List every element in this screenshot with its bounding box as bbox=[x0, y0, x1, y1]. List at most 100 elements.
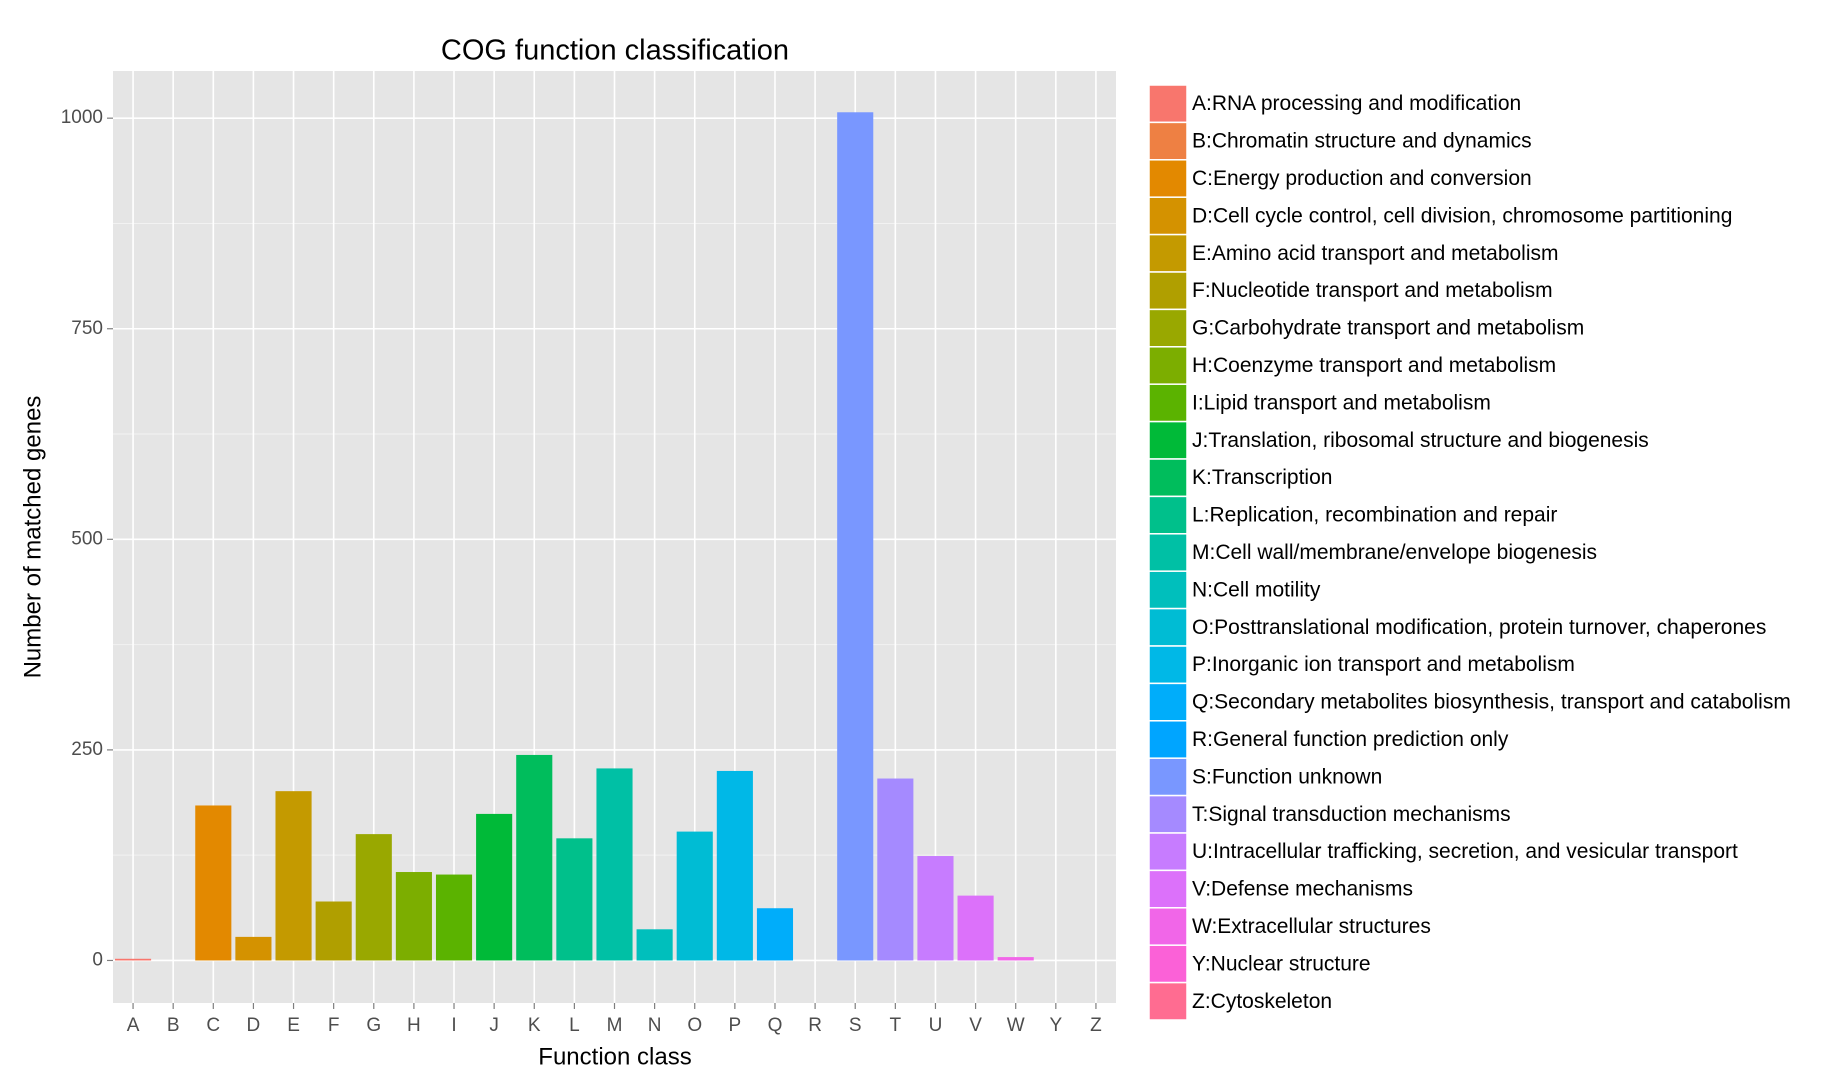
legend-swatch bbox=[1148, 570, 1188, 610]
x-tick-label: Z bbox=[1090, 1015, 1102, 1036]
legend-label: M:Cell wall/membrane/envelope biogenesis bbox=[1192, 541, 1597, 564]
legend-label: H:Coenzyme transport and metabolism bbox=[1192, 354, 1556, 377]
legend-swatch bbox=[1148, 869, 1188, 909]
bar bbox=[596, 768, 633, 961]
x-axis-label: Function class bbox=[538, 1043, 691, 1070]
x-tick-label: Y bbox=[1049, 1015, 1062, 1036]
legend-label: I:Lipid transport and metabolism bbox=[1192, 391, 1491, 414]
x-tick-label: E bbox=[287, 1015, 300, 1036]
legend-swatch bbox=[1148, 645, 1188, 685]
y-tick-label: 500 bbox=[71, 528, 103, 549]
x-tick-label: P bbox=[729, 1015, 742, 1036]
legend-label: O:Posttranslational modification, protei… bbox=[1192, 616, 1766, 639]
legend-label: B:Chromatin structure and dynamics bbox=[1192, 130, 1532, 153]
bar bbox=[716, 770, 753, 961]
bar bbox=[556, 838, 593, 961]
x-tick-label: R bbox=[808, 1015, 822, 1036]
x-tick-label: N bbox=[648, 1015, 662, 1036]
bar bbox=[957, 895, 994, 961]
legend-swatch bbox=[1148, 607, 1188, 647]
legend-swatch bbox=[1148, 495, 1188, 535]
legend-label: R:General function prediction only bbox=[1192, 728, 1509, 751]
x-tick-label: V bbox=[969, 1015, 982, 1036]
legend-label: G:Carbohydrate transport and metabolism bbox=[1192, 317, 1584, 340]
bar bbox=[877, 778, 914, 961]
bar bbox=[516, 754, 553, 961]
legend-swatch bbox=[1148, 981, 1188, 1021]
y-tick-label: 250 bbox=[71, 739, 103, 760]
legend-swatch bbox=[1148, 832, 1188, 872]
bar bbox=[235, 936, 272, 961]
chart-title: COG function classification bbox=[441, 35, 789, 67]
legend-swatch bbox=[1148, 682, 1188, 722]
y-tick-label: 0 bbox=[92, 949, 103, 970]
x-tick-label: A bbox=[127, 1015, 140, 1036]
legend-swatch bbox=[1148, 533, 1188, 572]
bar bbox=[115, 958, 152, 961]
x-tick-label: W bbox=[1007, 1015, 1025, 1036]
legend-swatch bbox=[1148, 346, 1188, 385]
legend-label: Y:Nuclear structure bbox=[1192, 952, 1371, 975]
x-tick-label: H bbox=[407, 1015, 421, 1036]
bar bbox=[676, 831, 713, 961]
x-tick-label: B bbox=[167, 1015, 180, 1036]
legend-swatch bbox=[1148, 458, 1188, 498]
legend-swatch bbox=[1148, 794, 1188, 834]
y-tick-label: 750 bbox=[71, 318, 103, 339]
y-tick-label: 1000 bbox=[61, 107, 103, 128]
legend-label: V:Defense mechanisms bbox=[1192, 878, 1413, 901]
x-tick-label: J bbox=[489, 1015, 499, 1036]
x-tick-label: K bbox=[528, 1015, 541, 1036]
bar bbox=[636, 929, 673, 961]
legend-label: S:Function unknown bbox=[1192, 765, 1382, 788]
x-tick-label: L bbox=[569, 1015, 580, 1036]
bar bbox=[315, 901, 352, 961]
x-tick-label: I bbox=[451, 1015, 456, 1036]
legend-swatch bbox=[1148, 907, 1188, 946]
x-tick-label: G bbox=[366, 1015, 381, 1036]
legend-label: T:Signal transduction mechanisms bbox=[1192, 803, 1511, 826]
x-tick-label: O bbox=[687, 1015, 702, 1036]
legend-label: J:Translation, ribosomal structure and b… bbox=[1192, 429, 1649, 452]
legend-swatch bbox=[1148, 121, 1188, 161]
bar bbox=[997, 957, 1034, 961]
legend-label: K:Transcription bbox=[1192, 466, 1332, 489]
legend-swatch bbox=[1148, 271, 1188, 311]
legend-label: A:RNA processing and modification bbox=[1192, 92, 1521, 115]
legend-label: Z:Cytoskeleton bbox=[1192, 990, 1332, 1013]
y-axis-label: Number of matched genes bbox=[19, 396, 46, 679]
legend-label: E:Amino acid transport and metabolism bbox=[1192, 242, 1559, 265]
bar bbox=[355, 834, 392, 961]
legend-label: D:Cell cycle control, cell division, chr… bbox=[1192, 204, 1732, 227]
x-tick-label: Q bbox=[768, 1015, 783, 1036]
x-tick-label: U bbox=[929, 1015, 943, 1036]
bar bbox=[275, 791, 312, 961]
legend-label: W:Extracellular structures bbox=[1192, 915, 1431, 938]
bar bbox=[917, 856, 954, 961]
legend-label: F:Nucleotide transport and metabolism bbox=[1192, 279, 1553, 302]
legend-swatch bbox=[1148, 383, 1188, 423]
x-tick-label: C bbox=[206, 1015, 220, 1036]
legend-label: Q:Secondary metabolites biosynthesis, tr… bbox=[1192, 691, 1791, 714]
legend-swatch bbox=[1148, 944, 1188, 984]
legend-swatch bbox=[1148, 159, 1188, 198]
bar bbox=[756, 908, 794, 961]
bar bbox=[395, 872, 432, 961]
x-tick-label: S bbox=[849, 1015, 862, 1036]
legend-swatch bbox=[1148, 420, 1188, 460]
legend-label: C:Energy production and conversion bbox=[1192, 167, 1532, 190]
x-tick-label: T bbox=[890, 1015, 902, 1036]
legend-swatch bbox=[1148, 757, 1188, 797]
bar bbox=[435, 874, 473, 961]
legend-label: P:Inorganic ion transport and metabolism bbox=[1192, 653, 1575, 676]
legend-swatch bbox=[1148, 720, 1188, 759]
legend-swatch bbox=[1148, 196, 1188, 236]
legend-label: U:Intracellular trafficking, secretion, … bbox=[1192, 840, 1738, 863]
legend-swatch bbox=[1148, 84, 1188, 124]
bar bbox=[476, 813, 513, 961]
x-tick-label: M bbox=[607, 1015, 623, 1036]
bar bbox=[195, 805, 232, 961]
legend-swatch bbox=[1148, 233, 1188, 273]
bar bbox=[837, 112, 874, 961]
